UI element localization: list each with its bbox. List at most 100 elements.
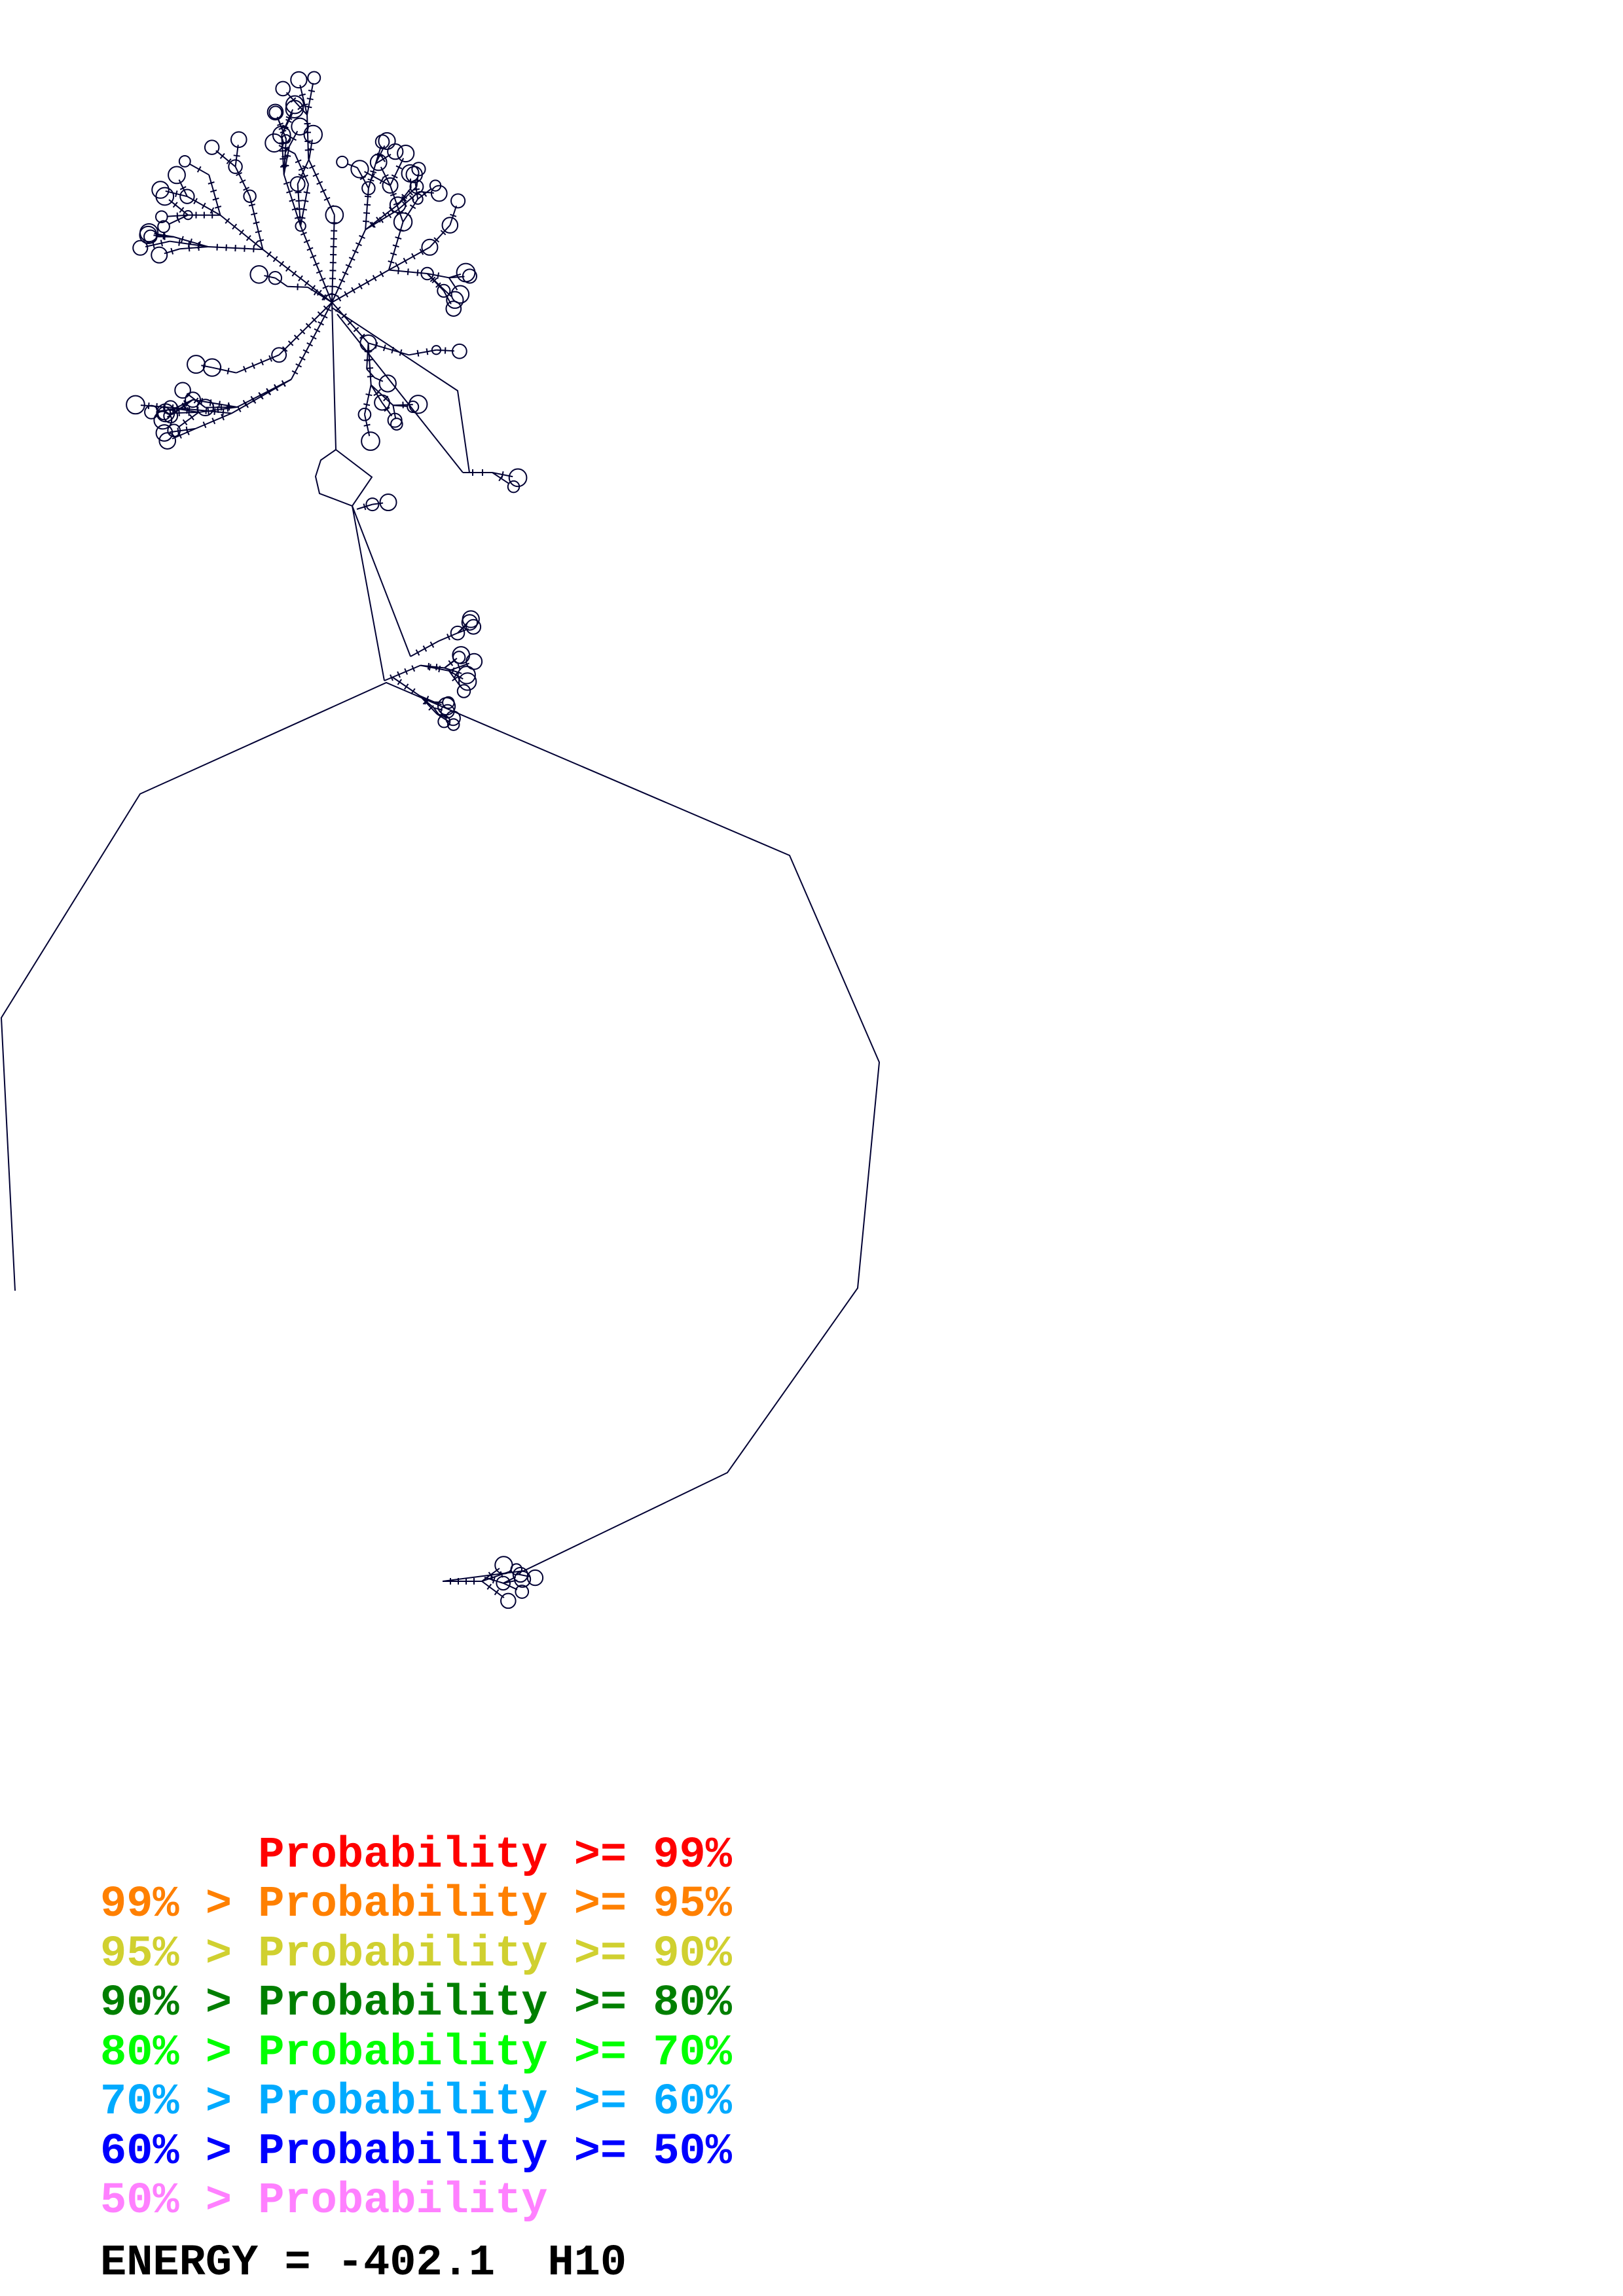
hairpin-loop	[178, 154, 191, 168]
base-pair-tick	[172, 202, 178, 208]
base-pair-tick	[325, 307, 332, 312]
base-pair-tick	[189, 414, 194, 421]
helix-stem	[172, 427, 196, 440]
hairpin-loop	[187, 355, 206, 374]
helix-stem	[166, 399, 194, 418]
base-pair-tick	[411, 253, 416, 260]
hairpin-loop	[447, 718, 460, 731]
base-pair-tick	[399, 349, 403, 356]
base-pair-tick	[212, 197, 219, 201]
base-pair-tick	[452, 676, 458, 681]
base-pair-tick	[501, 471, 504, 478]
hairpin-loop	[461, 614, 479, 631]
helix-stem	[281, 135, 285, 175]
base-pair-tick	[401, 194, 408, 200]
base-pair-tick	[286, 190, 293, 194]
base-pair-tick	[422, 645, 428, 652]
internal-loop	[271, 347, 287, 363]
base-pair-tick	[335, 306, 341, 312]
base-pair-tick	[365, 279, 370, 285]
internal-loop	[185, 391, 202, 408]
base-pair-tick	[285, 118, 292, 123]
base-pair-tick	[307, 148, 314, 151]
helix-stem	[374, 377, 384, 382]
hairpin-loop	[508, 468, 528, 488]
base-pair-tick	[454, 672, 458, 678]
base-pair-tick	[314, 328, 321, 333]
base-pair-tick	[170, 247, 174, 255]
hairpin-loop	[290, 71, 308, 89]
internal-loop	[179, 188, 195, 204]
connector-stem	[352, 505, 411, 657]
hairpin-loop	[457, 666, 476, 685]
base-pair-tick	[308, 165, 316, 170]
helix-stem	[503, 1582, 518, 1590]
hairpin-loop	[397, 144, 415, 163]
hairpin-loop	[249, 265, 268, 284]
base-pair-tick	[347, 319, 354, 326]
helix-stem	[436, 713, 450, 723]
base-pair-tick	[341, 313, 347, 319]
base-pair-tick	[179, 207, 185, 213]
base-pair-tick	[160, 240, 163, 247]
base-pair-tick	[186, 406, 189, 414]
base-pair-tick	[352, 249, 359, 254]
base-pair-tick	[372, 275, 377, 281]
base-pair-tick	[196, 166, 202, 173]
base-pair-tick	[374, 342, 378, 349]
base-pair-tick	[255, 230, 262, 234]
helix-stem	[434, 701, 443, 704]
base-pair-tick	[409, 194, 414, 201]
base-pair-tick	[369, 221, 374, 228]
base-pair-tick	[397, 267, 400, 274]
internal-loop	[437, 283, 451, 298]
base-pair-tick	[202, 422, 207, 429]
base-pair-tick	[367, 178, 374, 182]
helix-stem	[278, 302, 333, 356]
base-pair-tick	[319, 278, 326, 281]
helix-stem	[290, 302, 333, 380]
internal-loop	[243, 189, 257, 203]
internal-loop	[393, 212, 413, 232]
base-pair-tick	[300, 207, 308, 211]
helix-stem	[208, 174, 221, 216]
base-pair-tick	[382, 174, 389, 179]
base-pair-tick	[411, 665, 416, 672]
internal-loop	[450, 625, 465, 641]
helix-stem	[145, 240, 170, 247]
base-pair-tick	[388, 260, 395, 264]
base-pair-tick	[316, 289, 322, 296]
base-pair-tick	[409, 204, 416, 209]
hairpin-loop	[465, 619, 482, 635]
hairpin-loop	[387, 143, 404, 160]
base-pair-tick	[201, 202, 206, 209]
base-pair-tick	[312, 173, 319, 177]
hairpin-loop	[126, 395, 145, 415]
base-pair-tick	[197, 243, 200, 251]
base-pair-tick	[332, 293, 339, 297]
base-pair-tick	[391, 346, 395, 354]
helix-stem	[429, 224, 451, 248]
hairpin-loop	[285, 99, 304, 118]
base-pair-tick	[310, 255, 317, 259]
base-pair-tick	[359, 175, 367, 181]
hairpin-loop	[462, 268, 477, 284]
base-pair-tick	[251, 362, 255, 369]
base-pair-tick	[246, 235, 251, 242]
hairpin-loop	[446, 291, 464, 309]
helix-stem	[384, 664, 421, 681]
base-pair-tick	[374, 153, 382, 157]
hairpin-loop	[378, 374, 397, 393]
base-pair-tick	[217, 406, 219, 414]
base-pair-tick	[152, 242, 155, 249]
internal-loop	[202, 358, 222, 377]
hairpin-loop	[153, 410, 173, 430]
base-pair-tick	[450, 213, 457, 217]
base-pair-tick	[494, 1589, 500, 1596]
base-pair-tick	[282, 124, 289, 129]
internal-loop	[441, 217, 459, 234]
base-pair-tick	[318, 321, 324, 326]
large-multiloop	[0, 681, 881, 1582]
base-pair-tick	[376, 152, 384, 157]
